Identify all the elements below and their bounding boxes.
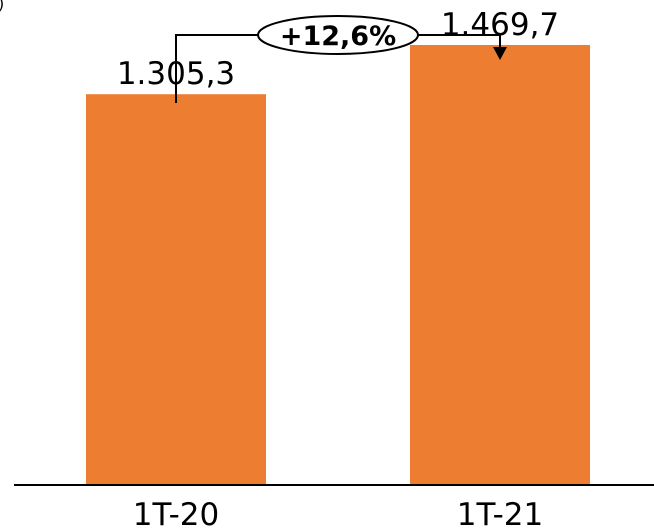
annotation-bracket-right bbox=[418, 34, 501, 48]
annotation-arrowhead bbox=[493, 47, 507, 60]
labels-layer: 1.305,31T-201.469,71T-21 bbox=[117, 7, 559, 532]
annotation-ellipse bbox=[257, 15, 419, 55]
category-label-1T-20: 1T-20 bbox=[133, 497, 219, 532]
annotation-growth-text: +12,6% bbox=[280, 21, 396, 52]
bar-1T-21 bbox=[410, 44, 590, 485]
corner-text-fragment: ) bbox=[0, 0, 4, 13]
bar-1T-20 bbox=[86, 94, 266, 485]
bars-layer bbox=[86, 44, 590, 485]
growth-annotation: +12,6% bbox=[175, 15, 507, 103]
category-label-1T-21: 1T-21 bbox=[457, 497, 543, 532]
annotation-bracket-left bbox=[175, 34, 258, 103]
